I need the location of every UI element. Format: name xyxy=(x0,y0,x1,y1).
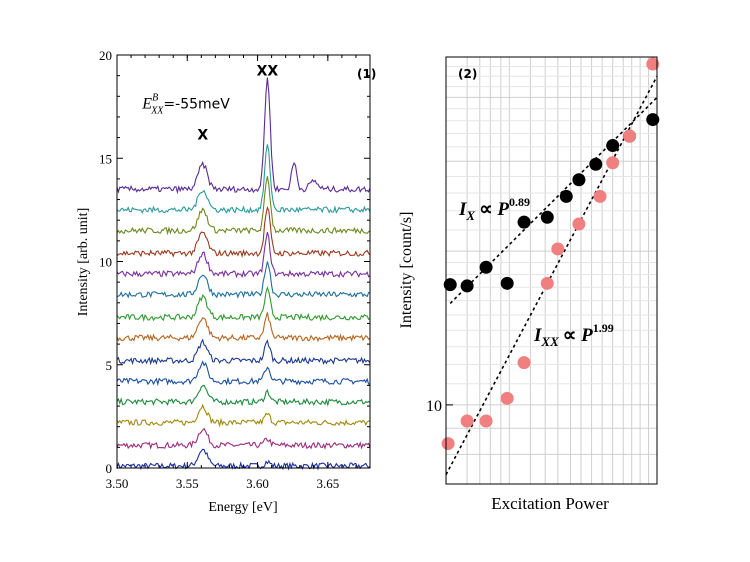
data-point-xx xyxy=(460,414,474,428)
spectrum-trace xyxy=(116,261,371,299)
data-point-xx xyxy=(593,189,607,203)
peak-labels: XXX xyxy=(197,64,278,144)
y-tick-label: 10 xyxy=(426,398,442,415)
data-point-xx xyxy=(551,242,565,256)
y-tick-label: 5 xyxy=(106,358,113,373)
data-point-x xyxy=(606,139,620,153)
spectrum-trace xyxy=(116,205,371,258)
data-point-x xyxy=(443,278,457,292)
spectrum-trace xyxy=(116,403,371,428)
spectrum-trace xyxy=(116,176,371,236)
data-point-x xyxy=(517,215,531,229)
fit-label-xx: IXX ∝ P1.99 xyxy=(533,321,614,349)
peak-label: XX xyxy=(257,64,279,80)
spectrum-trace xyxy=(116,427,371,450)
data-point-xx xyxy=(441,437,455,451)
panel-2-tag: (2) xyxy=(458,67,477,81)
y-tick-label: 15 xyxy=(99,151,112,166)
panel-2-xlabel: Excitation Power xyxy=(491,494,609,513)
spectrum-trace xyxy=(116,384,371,407)
x-tick-label: 3.65 xyxy=(316,476,339,491)
panel-2-ticks: 10 xyxy=(426,398,453,415)
spectrum-trace xyxy=(116,144,371,215)
data-point-xx xyxy=(572,217,586,231)
x-tick-label: 3.55 xyxy=(176,476,199,491)
data-point-x xyxy=(559,189,573,203)
spectrum-trace xyxy=(116,312,371,343)
data-point-x xyxy=(540,210,554,224)
binding-energy-annotation: EB XX=-55meV xyxy=(141,93,230,117)
y-tick-label: 10 xyxy=(99,255,112,270)
data-point-xx xyxy=(540,276,554,290)
panel-1-xlabel: Energy [eV] xyxy=(208,500,277,515)
panel-2-frame xyxy=(445,56,658,485)
data-point-x xyxy=(460,279,474,293)
data-points xyxy=(441,57,660,451)
panel-1-frame xyxy=(116,54,371,469)
spectrum-trace xyxy=(116,338,371,366)
panel-1-ylabel: Intensity [arb. unit] xyxy=(76,208,91,316)
data-point-xx xyxy=(517,356,531,370)
panel-1-ticks: 3.50 3.55 3.60 3.65 0 5 10 15 20 xyxy=(99,48,371,491)
spectrum-trace xyxy=(116,77,371,195)
data-point-x xyxy=(500,276,514,290)
data-point-x xyxy=(646,113,660,127)
data-point-x xyxy=(479,260,493,274)
data-point-x xyxy=(572,173,586,187)
data-point-xx xyxy=(623,129,637,143)
data-point-xx xyxy=(646,57,660,71)
panel-2-ylabel: Intensity [count/s] xyxy=(398,212,415,329)
data-point-xx xyxy=(606,156,620,170)
peak-label: X xyxy=(197,128,208,144)
panel-2-power: 10 (2) IX ∝ P0.89 IXX ∝ P1.99 Excitation P… xyxy=(398,56,660,513)
x-tick-label: 3.50 xyxy=(106,476,129,491)
data-point-xx xyxy=(500,391,514,405)
spectra-traces xyxy=(116,77,371,471)
fit-label-x: IX ∝ P0.89 xyxy=(458,195,530,223)
panel-1-tag: (1) xyxy=(357,67,376,81)
data-point-xx xyxy=(479,414,493,428)
spectrum-trace xyxy=(116,360,371,387)
y-tick-label: 20 xyxy=(99,48,112,63)
panel-2-grid xyxy=(446,57,657,484)
data-point-x xyxy=(589,157,603,171)
spectrum-trace xyxy=(116,231,371,279)
x-tick-label: 3.60 xyxy=(246,476,269,491)
spectrum-trace xyxy=(116,286,371,323)
y-tick-label: 0 xyxy=(106,461,113,476)
